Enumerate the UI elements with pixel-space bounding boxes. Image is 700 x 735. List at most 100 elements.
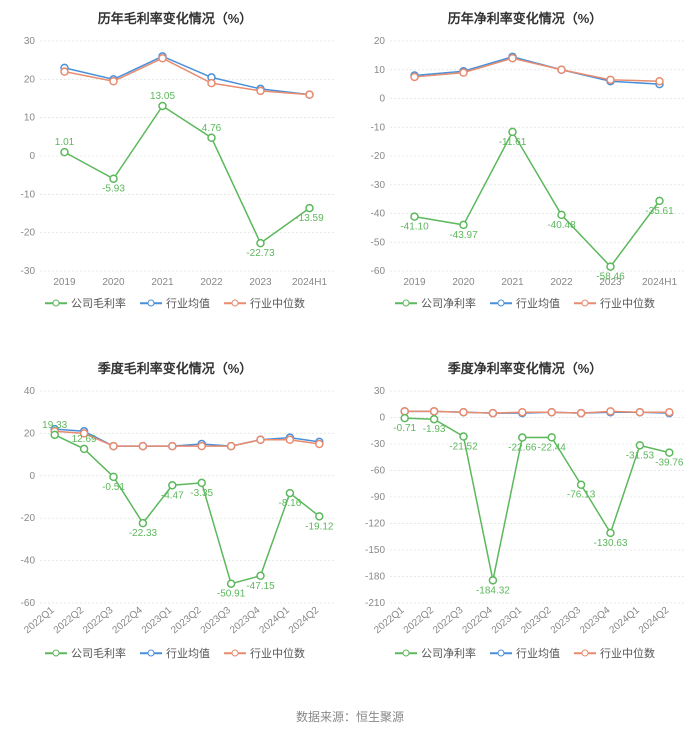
legend-item: 行业均值	[490, 295, 560, 311]
svg-text:-5.93: -5.93	[102, 184, 125, 195]
svg-text:-47.15: -47.15	[246, 581, 275, 592]
svg-text:-0.51: -0.51	[102, 482, 125, 493]
svg-text:2024H1: 2024H1	[642, 277, 677, 288]
svg-text:-58.46: -58.46	[596, 272, 625, 283]
svg-text:-20: -20	[371, 151, 386, 162]
svg-text:2019: 2019	[403, 277, 426, 288]
svg-text:2023Q1: 2023Q1	[490, 605, 525, 637]
svg-text:2023Q4: 2023Q4	[228, 605, 263, 637]
chart-svg-3: -210-180-150-120-90-60-300302022Q12022Q2…	[356, 383, 694, 643]
legend-swatch	[224, 647, 246, 659]
svg-text:-13.59: -13.59	[295, 213, 324, 224]
svg-text:-22.33: -22.33	[129, 528, 158, 539]
svg-text:2024Q1: 2024Q1	[607, 605, 642, 637]
legend-label: 行业均值	[166, 295, 210, 311]
legend-2: 公司毛利率行业均值行业中位数	[6, 645, 344, 661]
chart-area: -60-40-20020402022Q12022Q22022Q32022Q420…	[6, 383, 344, 643]
legend-label: 行业中位数	[600, 645, 655, 661]
legend-label: 公司毛利率	[71, 295, 126, 311]
svg-text:30: 30	[24, 36, 36, 47]
svg-text:2023Q2: 2023Q2	[169, 605, 204, 637]
chart-area: -210-180-150-120-90-60-300302022Q12022Q2…	[356, 383, 694, 643]
legend-label: 行业中位数	[600, 295, 655, 311]
svg-text:-50.91: -50.91	[217, 589, 246, 600]
svg-text:-30: -30	[21, 266, 36, 277]
svg-text:-20: -20	[21, 228, 36, 239]
svg-text:2022: 2022	[200, 277, 223, 288]
svg-text:2022Q1: 2022Q1	[372, 605, 407, 637]
svg-text:-22.73: -22.73	[246, 248, 275, 259]
legend-item: 公司毛利率	[45, 645, 126, 661]
legend-label: 行业均值	[516, 295, 560, 311]
svg-text:2023Q4: 2023Q4	[578, 605, 613, 637]
chart-area: -30-20-100102030201920202021202220232024…	[6, 33, 344, 293]
svg-text:-180: -180	[365, 572, 385, 583]
chart-svg-1: -60-50-40-30-20-100102020192020202120222…	[356, 33, 694, 293]
svg-text:2024Q2: 2024Q2	[287, 605, 322, 637]
legend-label: 公司净利率	[421, 295, 476, 311]
svg-text:2020: 2020	[102, 277, 125, 288]
svg-text:40: 40	[24, 386, 36, 397]
svg-text:-30: -30	[371, 180, 386, 191]
panel-title: 历年净利率变化情况（%）	[356, 8, 694, 27]
svg-text:2024Q2: 2024Q2	[637, 605, 672, 637]
svg-text:0: 0	[379, 94, 385, 105]
svg-text:2023Q2: 2023Q2	[519, 605, 554, 637]
svg-text:2022Q2: 2022Q2	[402, 605, 437, 637]
legend-swatch	[140, 297, 162, 309]
svg-text:-40: -40	[371, 209, 386, 220]
svg-text:-31.53: -31.53	[626, 450, 655, 461]
svg-text:-184.32: -184.32	[476, 585, 510, 596]
svg-text:-21.52: -21.52	[449, 442, 478, 453]
svg-text:2020: 2020	[452, 277, 475, 288]
svg-text:-150: -150	[365, 545, 385, 556]
svg-text:-11.61: -11.61	[499, 137, 527, 148]
svg-text:-130.63: -130.63	[594, 538, 628, 549]
svg-text:2022Q4: 2022Q4	[460, 605, 495, 637]
svg-text:2022Q4: 2022Q4	[110, 605, 145, 637]
legend-label: 行业中位数	[250, 295, 305, 311]
svg-text:-22.44: -22.44	[538, 442, 567, 453]
svg-text:12.69: 12.69	[72, 434, 97, 445]
legend-0: 公司毛利率 行业均值 行业中位数	[6, 295, 344, 311]
svg-text:-41.10: -41.10	[400, 222, 429, 233]
svg-text:-43.97: -43.97	[449, 230, 478, 241]
legend-swatch	[45, 297, 67, 309]
svg-text:2023Q3: 2023Q3	[199, 605, 234, 637]
svg-text:-60: -60	[371, 466, 386, 477]
svg-text:20: 20	[374, 36, 386, 47]
legend-item: 行业均值	[140, 645, 210, 661]
svg-text:-60: -60	[21, 598, 36, 609]
chart-svg-2: -60-40-20020402022Q12022Q22022Q32022Q420…	[6, 383, 344, 643]
legend-label: 公司毛利率	[71, 645, 126, 661]
legend-label: 行业均值	[166, 645, 210, 661]
svg-text:-39.76: -39.76	[655, 458, 684, 469]
panel-title: 季度净利率变化情况（%）	[356, 358, 694, 377]
svg-text:2023Q1: 2023Q1	[140, 605, 175, 637]
legend-item: 公司净利率	[395, 295, 476, 311]
panel-quarter-net: 季度净利率变化情况（%） -210-180-150-120-90-60-3003…	[350, 350, 700, 700]
svg-text:2022Q3: 2022Q3	[431, 605, 466, 637]
svg-text:-8.16: -8.16	[279, 498, 302, 509]
svg-text:-210: -210	[365, 598, 385, 609]
legend-1: 公司净利率 行业均值 行业中位数	[356, 295, 694, 311]
chart-grid: 历年毛利率变化情况（%） -30-20-10010203020192020202…	[0, 0, 700, 700]
legend-swatch	[45, 647, 67, 659]
legend-swatch	[224, 297, 246, 309]
panel-annual-net: 历年净利率变化情况（%） -60-50-40-30-20-10010202019…	[350, 0, 700, 350]
svg-text:20: 20	[24, 74, 36, 85]
svg-text:2021: 2021	[151, 277, 174, 288]
legend-swatch	[574, 297, 596, 309]
legend-item: 行业中位数	[574, 295, 655, 311]
legend-swatch	[395, 647, 417, 659]
svg-text:13.05: 13.05	[150, 91, 175, 102]
chart-svg-0: -30-20-100102030201920202021202220232024…	[6, 33, 344, 293]
panel-annual-gross: 历年毛利率变化情况（%） -30-20-10010203020192020202…	[0, 0, 350, 350]
legend-swatch	[490, 647, 512, 659]
legend-item: 行业中位数	[574, 645, 655, 661]
svg-text:2022: 2022	[550, 277, 573, 288]
svg-text:-40: -40	[21, 556, 36, 567]
svg-text:2019: 2019	[53, 277, 76, 288]
legend-swatch	[140, 647, 162, 659]
svg-text:30: 30	[374, 386, 386, 397]
